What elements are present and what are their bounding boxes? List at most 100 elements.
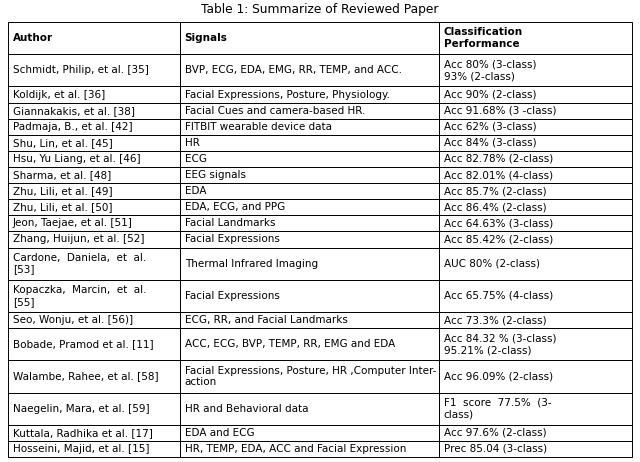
Bar <box>180 393 438 425</box>
Bar <box>8 183 180 199</box>
Text: Zhang, Huijun, et al. [52]: Zhang, Huijun, et al. [52] <box>13 235 145 244</box>
Text: Zhu, Lili, et al. [50]: Zhu, Lili, et al. [50] <box>13 202 113 212</box>
Bar <box>438 280 632 312</box>
Text: Naegelin, Mara, et al. [59]: Naegelin, Mara, et al. [59] <box>13 404 150 413</box>
Bar <box>180 328 438 360</box>
Bar <box>180 135 438 151</box>
Bar <box>438 231 632 248</box>
Text: Acc 85.7% (2-class): Acc 85.7% (2-class) <box>444 186 546 196</box>
Text: Acc 82.78% (2-class): Acc 82.78% (2-class) <box>444 154 553 164</box>
Bar <box>180 231 438 248</box>
Text: Facial Cues and camera-based HR.: Facial Cues and camera-based HR. <box>184 106 365 116</box>
Text: Acc 64.63% (3-class): Acc 64.63% (3-class) <box>444 219 553 228</box>
Text: Classification
Performance: Classification Performance <box>444 27 523 49</box>
Text: Kopaczka,  Marcin,  et  al.
[55]: Kopaczka, Marcin, et al. [55] <box>13 285 147 307</box>
Bar <box>180 54 438 86</box>
Bar <box>438 119 632 135</box>
Bar <box>180 167 438 183</box>
Bar <box>8 54 180 86</box>
Text: Acc 91.68% (3 -class): Acc 91.68% (3 -class) <box>444 106 556 116</box>
Bar <box>438 199 632 215</box>
Text: Koldijk, et al. [36]: Koldijk, et al. [36] <box>13 90 105 99</box>
Bar <box>180 441 438 457</box>
Bar <box>180 215 438 231</box>
Text: Facial Expressions, Posture, Physiology.: Facial Expressions, Posture, Physiology. <box>184 90 390 99</box>
Bar <box>8 231 180 248</box>
Text: Acc 85.42% (2-class): Acc 85.42% (2-class) <box>444 235 553 244</box>
Text: Acc 84.32 % (3-class)
95.21% (2-class): Acc 84.32 % (3-class) 95.21% (2-class) <box>444 334 556 355</box>
Bar <box>8 22 180 54</box>
Bar <box>438 425 632 441</box>
Text: Acc 82.01% (4-class): Acc 82.01% (4-class) <box>444 170 553 180</box>
Text: Sharma, et al. [48]: Sharma, et al. [48] <box>13 170 111 180</box>
Bar <box>438 183 632 199</box>
Bar <box>438 312 632 328</box>
Text: Bobade, Pramod et al. [11]: Bobade, Pramod et al. [11] <box>13 339 154 349</box>
Text: Zhu, Lili, et al. [49]: Zhu, Lili, et al. [49] <box>13 186 113 196</box>
Text: Acc 97.6% (2-class): Acc 97.6% (2-class) <box>444 428 546 438</box>
Text: EDA: EDA <box>184 186 206 196</box>
Text: Thermal Infrared Imaging: Thermal Infrared Imaging <box>184 259 317 269</box>
Text: EDA and ECG: EDA and ECG <box>184 428 254 438</box>
Bar <box>438 328 632 360</box>
Text: Facial Expressions: Facial Expressions <box>184 291 280 301</box>
Bar <box>180 151 438 167</box>
Bar <box>8 215 180 231</box>
Text: Padmaja, B., et al. [42]: Padmaja, B., et al. [42] <box>13 122 132 132</box>
Bar <box>180 312 438 328</box>
Text: AUC 80% (2-class): AUC 80% (2-class) <box>444 259 540 269</box>
Bar <box>438 215 632 231</box>
Bar <box>180 86 438 103</box>
Bar <box>8 86 180 103</box>
Text: Hsu, Yu Liang, et al. [46]: Hsu, Yu Liang, et al. [46] <box>13 154 141 164</box>
Text: Author: Author <box>13 33 53 43</box>
Text: Facial Expressions: Facial Expressions <box>184 235 280 244</box>
Bar <box>438 248 632 280</box>
Bar <box>180 199 438 215</box>
Text: ECG, RR, and Facial Landmarks: ECG, RR, and Facial Landmarks <box>184 315 348 325</box>
Bar <box>438 22 632 54</box>
Bar <box>438 135 632 151</box>
Bar <box>8 328 180 360</box>
Bar <box>8 119 180 135</box>
Bar <box>438 441 632 457</box>
Text: Acc 84% (3-class): Acc 84% (3-class) <box>444 138 536 148</box>
Text: Facial Landmarks: Facial Landmarks <box>184 219 275 228</box>
Bar <box>438 167 632 183</box>
Bar <box>180 248 438 280</box>
Bar <box>438 393 632 425</box>
Text: F1  score  77.5%  (3-
class): F1 score 77.5% (3- class) <box>444 398 551 419</box>
Text: FITBIT wearable device data: FITBIT wearable device data <box>184 122 332 132</box>
Bar <box>8 425 180 441</box>
Text: Prec 85.04 (3-class): Prec 85.04 (3-class) <box>444 444 547 454</box>
Bar <box>438 103 632 119</box>
Bar <box>8 199 180 215</box>
Bar <box>8 248 180 280</box>
Text: Table 1: Summarize of Reviewed Paper: Table 1: Summarize of Reviewed Paper <box>201 4 439 17</box>
Bar <box>180 22 438 54</box>
Text: Walambe, Rahee, et al. [58]: Walambe, Rahee, et al. [58] <box>13 371 159 382</box>
Text: EDA, ECG, and PPG: EDA, ECG, and PPG <box>184 202 285 212</box>
Bar <box>180 119 438 135</box>
Text: HR: HR <box>184 138 200 148</box>
Bar <box>8 312 180 328</box>
Text: BVP, ECG, EDA, EMG, RR, TEMP, and ACC.: BVP, ECG, EDA, EMG, RR, TEMP, and ACC. <box>184 65 402 75</box>
Bar <box>180 360 438 393</box>
Text: Acc 73.3% (2-class): Acc 73.3% (2-class) <box>444 315 546 325</box>
Bar <box>180 280 438 312</box>
Bar <box>8 103 180 119</box>
Text: HR, TEMP, EDA, ACC and Facial Expression: HR, TEMP, EDA, ACC and Facial Expression <box>184 444 406 454</box>
Text: Giannakakis, et al. [38]: Giannakakis, et al. [38] <box>13 106 135 116</box>
Text: Acc 62% (3-class): Acc 62% (3-class) <box>444 122 536 132</box>
Bar <box>438 54 632 86</box>
Text: ECG: ECG <box>184 154 207 164</box>
Text: Cardone,  Daniela,  et  al.
[53]: Cardone, Daniela, et al. [53] <box>13 253 147 274</box>
Text: Seo, Wonju, et al. [56)]: Seo, Wonju, et al. [56)] <box>13 315 133 325</box>
Bar <box>8 280 180 312</box>
Text: HR and Behavioral data: HR and Behavioral data <box>184 404 308 413</box>
Bar <box>8 441 180 457</box>
Text: Kuttala, Radhika et al. [17]: Kuttala, Radhika et al. [17] <box>13 428 153 438</box>
Text: Jeon, Taejae, et al. [51]: Jeon, Taejae, et al. [51] <box>13 219 133 228</box>
Bar <box>8 393 180 425</box>
Text: ACC, ECG, BVP, TEMP, RR, EMG and EDA: ACC, ECG, BVP, TEMP, RR, EMG and EDA <box>184 339 395 349</box>
